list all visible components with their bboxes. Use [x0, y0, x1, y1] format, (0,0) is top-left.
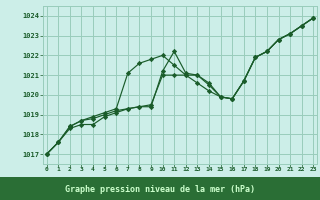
Text: Graphe pression niveau de la mer (hPa): Graphe pression niveau de la mer (hPa) [65, 185, 255, 194]
